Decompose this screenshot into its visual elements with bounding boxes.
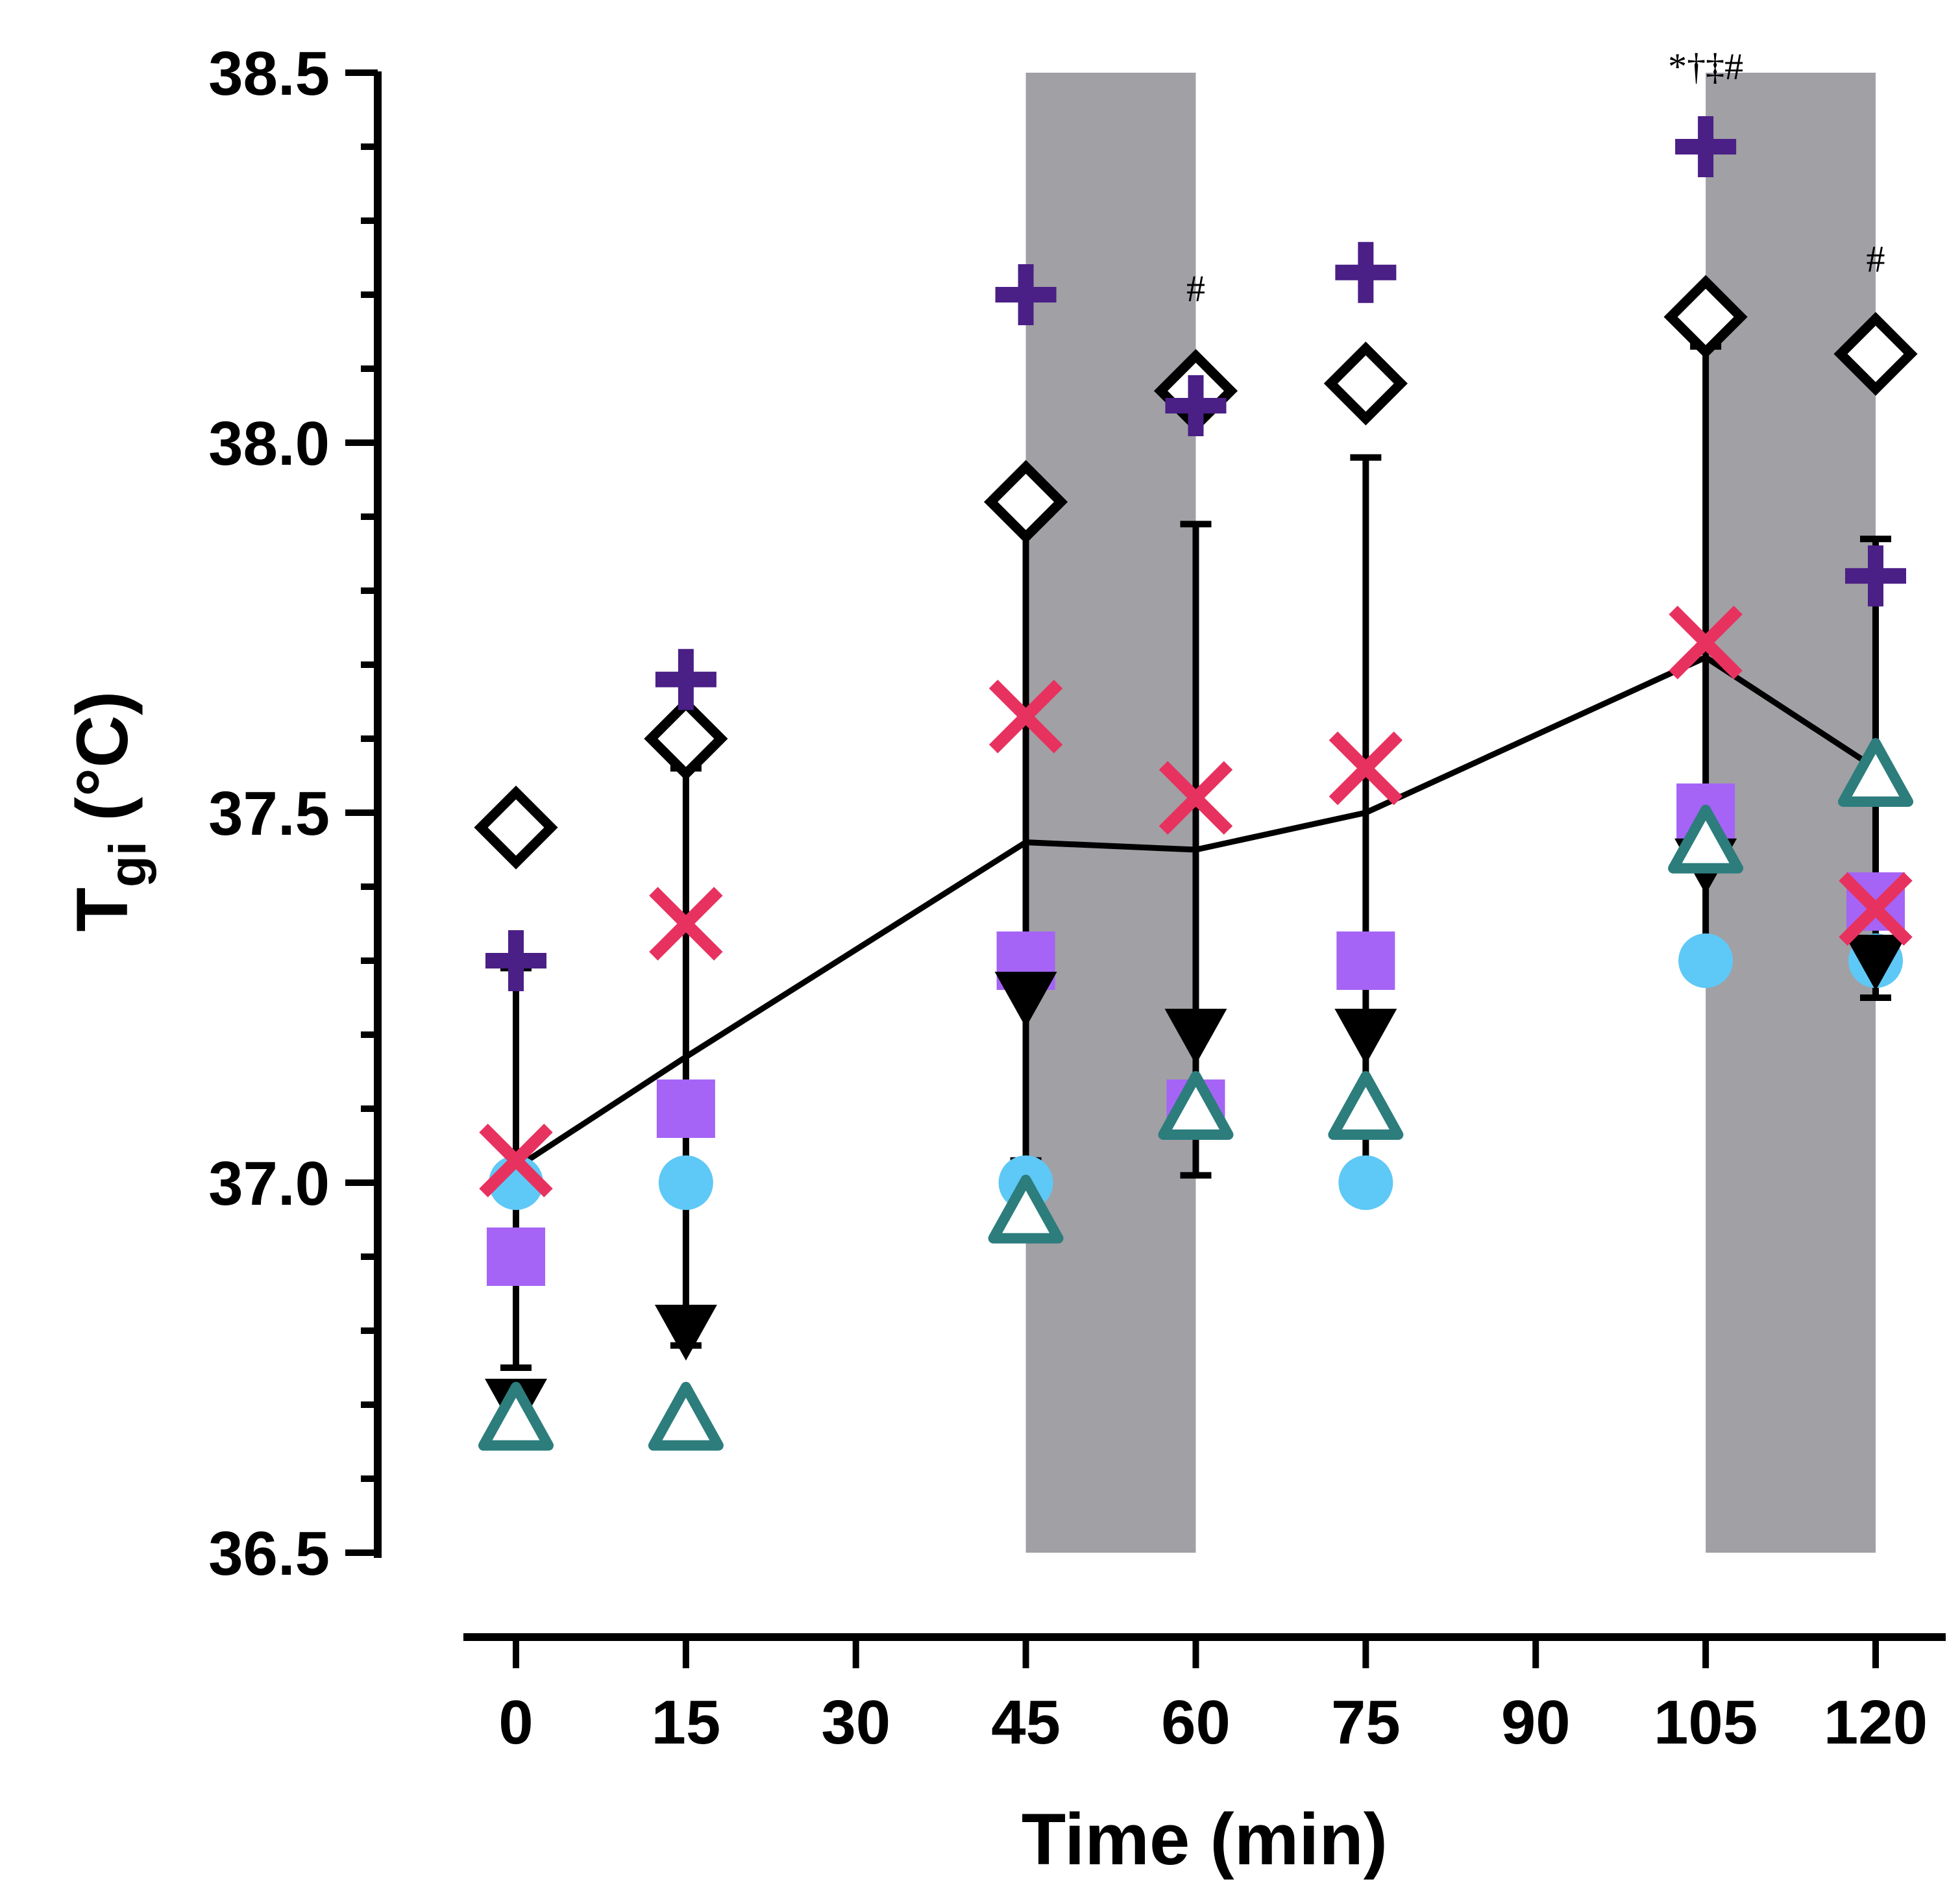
data-point-circle xyxy=(658,1155,713,1210)
data-point-circle xyxy=(1338,1155,1393,1210)
data-point-square xyxy=(1336,931,1395,990)
data-point-x xyxy=(1329,731,1403,806)
data-point-plus xyxy=(1845,545,1906,607)
data-point-triangle-open xyxy=(1158,1071,1234,1140)
data-point-plus xyxy=(485,930,546,991)
data-point-triangle-open xyxy=(988,1174,1064,1244)
data-point-plus xyxy=(1335,241,1397,303)
data-point-diamond-open xyxy=(984,460,1068,544)
data-point-triangle-open xyxy=(1328,1071,1404,1140)
x-tick-label: 75 xyxy=(1331,1688,1401,1757)
shaded-interval xyxy=(1025,73,1196,1553)
significance-annotation: # xyxy=(1186,267,1205,310)
data-point-triangle-open xyxy=(1668,804,1744,874)
shaded-intervals xyxy=(1025,73,1876,1553)
data-point-triangle-down xyxy=(1334,1009,1397,1065)
data-point-x xyxy=(1669,606,1743,680)
data-point-x xyxy=(479,1124,553,1198)
x-tick-label: 60 xyxy=(1161,1688,1231,1757)
data-markers xyxy=(474,116,1918,1451)
data-point-triangle-open xyxy=(1838,738,1913,807)
y-axis-title-main: T xyxy=(62,887,143,931)
data-point-plus xyxy=(1165,375,1227,436)
data-point-triangle-down xyxy=(1164,1009,1227,1065)
y-axis-title-rest: (°C) xyxy=(62,691,143,841)
mean-line xyxy=(514,654,1878,1170)
x-tick-label: 30 xyxy=(821,1688,890,1757)
x-tick-label: 15 xyxy=(651,1688,720,1757)
mean-line-group xyxy=(514,654,1878,1170)
y-tick-label: 36.5 xyxy=(208,1519,330,1588)
y-tick-label: 37.5 xyxy=(208,779,330,848)
data-point-triangle-down xyxy=(1844,935,1907,991)
data-point-x xyxy=(988,680,1063,754)
data-point-circle xyxy=(1678,933,1733,988)
x-tick-label: 45 xyxy=(991,1688,1060,1757)
y-tick-label: 38.5 xyxy=(208,39,330,108)
data-point-x xyxy=(649,887,723,961)
data-point-triangle-open xyxy=(478,1381,554,1451)
x-tick-label: 120 xyxy=(1824,1688,1928,1757)
data-point-plus xyxy=(655,648,717,710)
data-point-plus xyxy=(995,264,1057,325)
x-axis-title: Time (min) xyxy=(1022,1799,1388,1880)
y-axis-title-sub: gi xyxy=(99,841,156,887)
ticks: 36.5 37.0 37.5 38.0 38.5 0 15 30 45 60 75 90 105 120 xyxy=(208,39,1928,1757)
y-axis-title: Tgi (°C) xyxy=(62,691,156,932)
y-tick-label: 38.0 xyxy=(208,409,330,478)
data-point-diamond-open xyxy=(1323,341,1408,426)
data-point-diamond-open xyxy=(474,785,558,870)
data-point-square xyxy=(656,1079,715,1138)
data-point-triangle-down xyxy=(654,1305,717,1361)
data-point-square xyxy=(487,1227,545,1286)
data-point-x xyxy=(1839,872,1913,946)
data-point-triangle-down xyxy=(994,972,1057,1028)
x-tick-label: 90 xyxy=(1501,1688,1571,1757)
significance-annotation: *†‡# xyxy=(1668,45,1743,88)
annotations: # *†‡# # xyxy=(1186,45,1885,310)
data-point-plus xyxy=(1675,116,1737,177)
x-tick-label: 105 xyxy=(1654,1688,1758,1757)
data-point-diamond-open xyxy=(1833,312,1918,396)
significance-annotation: # xyxy=(1867,238,1885,280)
data-point-diamond-open xyxy=(1663,275,1748,359)
x-tick-label: 0 xyxy=(498,1688,533,1757)
data-point-x xyxy=(1158,761,1233,835)
data-point-diamond-open xyxy=(644,697,728,781)
y-tick-label: 37.0 xyxy=(208,1149,330,1218)
data-point-triangle-open xyxy=(648,1381,724,1451)
